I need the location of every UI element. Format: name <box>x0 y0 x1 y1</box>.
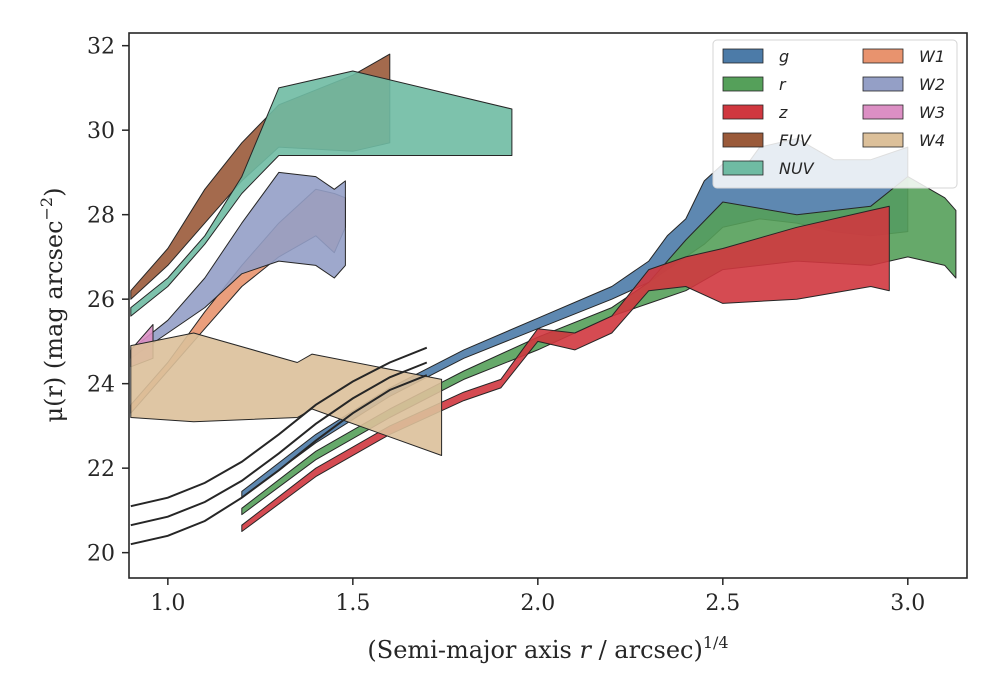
legend-swatch-z <box>722 104 764 120</box>
model-curve-2 <box>130 361 428 527</box>
x-tick-label: 2.0 <box>520 591 555 616</box>
x-axis-label: (Semi-major axis r / arcsec)1/4 <box>367 633 728 664</box>
y-axis-ticks: 20 22 24 26 28 30 32 <box>87 35 129 567</box>
y-axis-label-main: μ(r) (mag arcsec <box>40 220 68 422</box>
y-tick-label: 20 <box>87 542 115 567</box>
x-tick-label: 1.0 <box>150 591 185 616</box>
y-tick-label: 26 <box>87 288 115 313</box>
x-axis-label-superscript: 1/4 <box>703 633 729 652</box>
y-tick-label: 28 <box>87 204 115 229</box>
x-tick-label: 1.5 <box>335 591 370 616</box>
legend-label-w4: W4 <box>919 131 945 150</box>
legend-label-w3: W3 <box>919 103 945 122</box>
legend-label-w2: W2 <box>919 75 945 94</box>
band-z <box>241 205 890 532</box>
y-tick-label: 32 <box>87 35 115 60</box>
legend-label-fuv: FUV <box>779 131 812 150</box>
legend-label-nuv: NUV <box>779 159 815 178</box>
legend-swatch-w4 <box>862 132 904 148</box>
plot-frame <box>128 32 968 579</box>
model-curve-3 <box>130 346 428 508</box>
band-w2 <box>130 171 346 359</box>
legend-swatch-r <box>722 76 764 92</box>
model-curve-1 <box>130 374 428 546</box>
y-tick-label: 22 <box>87 457 115 482</box>
legend-swatch-fuv <box>722 132 764 148</box>
x-axis-ticks: 1.0 1.5 2.0 2.5 3.0 <box>150 578 925 616</box>
x-tick-label: 2.5 <box>705 591 740 616</box>
y-tick-label: 30 <box>87 119 115 144</box>
legend-swatch-nuv <box>722 160 764 176</box>
y-tick-label: 24 <box>87 373 115 398</box>
y-axis-label-superscript: −2 <box>37 197 56 221</box>
legend-label-g: g <box>779 47 789 66</box>
legend-swatch-w3 <box>862 104 904 120</box>
legend-label-r: r <box>779 75 787 94</box>
y-axis-label: μ(r) (mag arcsec−2) <box>37 188 68 423</box>
x-axis-label-main: (Semi-major axis r / arcsec) <box>367 636 702 664</box>
band-nuv <box>130 70 513 317</box>
model-curves <box>130 346 428 546</box>
legend-swatch-w2 <box>862 76 904 92</box>
x-tick-label: 3.0 <box>890 591 925 616</box>
legend-label-w1: W1 <box>919 47 945 66</box>
legend-swatch-g <box>722 48 764 64</box>
legend: grz FUV NUV W1 W2 W3 W4 <box>712 39 958 189</box>
y-axis-label-close: ) <box>40 188 68 197</box>
legend-label-z: z <box>778 103 788 122</box>
legend-swatch-w1 <box>862 48 904 64</box>
band-w4 <box>130 332 443 456</box>
